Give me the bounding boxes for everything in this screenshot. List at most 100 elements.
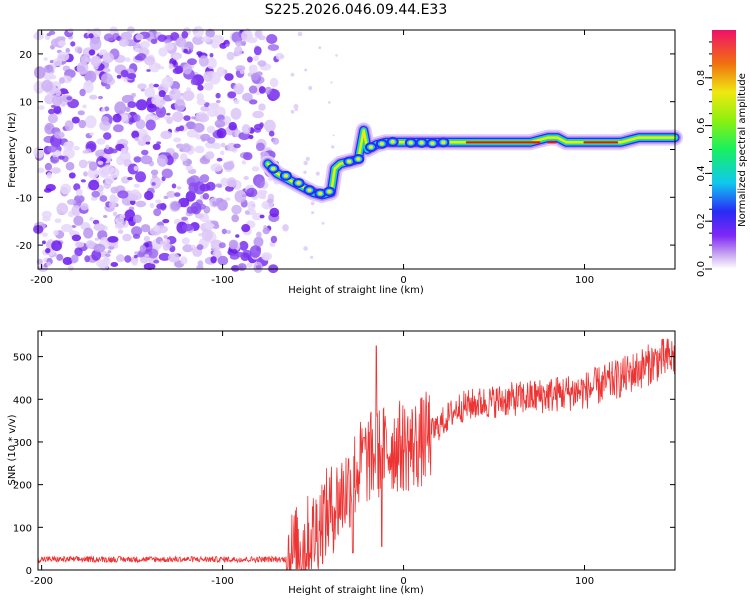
spectrogram-noise-speck bbox=[318, 46, 322, 50]
spectrogram-noise-blob bbox=[264, 119, 276, 133]
spectrogram-noise-blob bbox=[158, 102, 164, 109]
snr-panel: -200 -100 0 100 0 100 200 300 400 500 Height of s… bbox=[7, 330, 676, 596]
spectrogram-noise-blob bbox=[88, 33, 94, 39]
spectrogram-noise-blob bbox=[220, 150, 225, 156]
spectrogram-noise-blob bbox=[153, 224, 160, 232]
spectrogram-noise-blob bbox=[192, 28, 199, 34]
spectrogram-noise-blob bbox=[180, 153, 188, 162]
spectrogram-noise-blob bbox=[43, 57, 48, 61]
spectrogram-noise-blob bbox=[215, 92, 221, 99]
spectrogram-noise-speck bbox=[310, 255, 314, 259]
spectrogram-noise-blob bbox=[187, 58, 197, 66]
spectrogram-noise-blob bbox=[76, 188, 83, 197]
spectrogram-noise-blob bbox=[240, 40, 247, 46]
spectrogram-noise-blob bbox=[227, 91, 237, 99]
spectrogram-noise-speck bbox=[303, 246, 308, 251]
spectrogram-noise-blob bbox=[167, 253, 180, 263]
spectrogram-noise-blob bbox=[164, 42, 175, 51]
spectrogram-noise-blob bbox=[158, 47, 168, 57]
snr-y-axis-label: SNR (10 * v/v) bbox=[7, 414, 18, 485]
spectrogram-noise-blob bbox=[160, 130, 172, 140]
spectrogram-noise-blob bbox=[235, 234, 240, 238]
snr-y-tick-label: 300 bbox=[13, 438, 32, 449]
spectrogram-noise-blob bbox=[153, 208, 162, 217]
spectrogram-noise-blob bbox=[208, 222, 213, 227]
spectrogram-ridge-blob-core bbox=[430, 141, 435, 146]
spectrogram-noise-blob bbox=[107, 236, 119, 243]
spectrogram-noise-speck bbox=[303, 160, 309, 166]
spectrogram-noise-blob bbox=[112, 113, 122, 123]
spectrogram-noise-blob bbox=[249, 99, 258, 105]
spectrogram-noise-blob bbox=[206, 125, 216, 134]
spectrogram-noise-blob bbox=[96, 259, 107, 268]
spectrogram-noise-speck bbox=[294, 107, 299, 111]
snr-y-tick-label: 500 bbox=[13, 353, 32, 364]
colorbar-tick-label: 0.8 bbox=[696, 70, 707, 86]
spectrogram-noise-blob bbox=[190, 244, 196, 249]
spectrogram-noise-blob bbox=[103, 33, 115, 42]
spectrogram-noise-blob bbox=[74, 247, 83, 257]
spectrogram-noise-blob bbox=[155, 105, 167, 118]
spectrogram-noise-speck bbox=[304, 68, 308, 72]
spectrogram-noise-blob bbox=[127, 176, 133, 181]
spectrogram-noise-blob bbox=[44, 64, 54, 73]
spectrogram-noise-blob bbox=[47, 145, 57, 153]
spectrogram-noise-blob bbox=[210, 239, 223, 251]
spectrogram-noise-blob bbox=[64, 120, 74, 132]
spectrogram-noise-blob bbox=[168, 63, 174, 70]
spectrogram-noise-blob bbox=[228, 239, 238, 250]
spectrogram-noise-blob bbox=[95, 152, 100, 157]
spectrogram-noise-blob bbox=[133, 156, 142, 163]
spectrogram-noise-blob bbox=[196, 98, 206, 106]
snr-frame bbox=[37, 330, 676, 571]
spectrogram-noise-blob bbox=[129, 117, 135, 123]
spectrogram-noise-blob bbox=[224, 43, 230, 47]
spectrogram-noise-blob bbox=[82, 150, 89, 154]
spectrogram-noise-blob bbox=[121, 147, 127, 154]
spectrogram-noise-blob bbox=[248, 64, 258, 74]
spectrogram-noise-blob bbox=[150, 38, 158, 45]
spectrogram-noise-blob bbox=[170, 201, 181, 211]
spectrogram-noise-blob bbox=[65, 161, 75, 171]
spectrogram-noise-blob bbox=[172, 152, 179, 160]
spectrogram-noise-blob bbox=[259, 214, 265, 219]
spectrogram-noise-blob bbox=[216, 157, 223, 162]
spectrogram-noise-blob bbox=[235, 251, 244, 258]
spectrogram-noise-speck bbox=[303, 170, 307, 174]
spectrogram-noise-blob bbox=[62, 257, 73, 265]
spectrogram-noise-blob bbox=[195, 212, 204, 219]
spectrogram-noise-blob bbox=[101, 116, 109, 124]
spectrogram-noise-blob bbox=[135, 99, 148, 111]
spectrogram-noise-blob bbox=[282, 224, 289, 232]
spectrogram-ridge-blob-core bbox=[419, 141, 424, 145]
spectrogram-y-tick-label: 10 bbox=[19, 98, 32, 109]
spectrogram-noise-blob bbox=[199, 174, 210, 183]
spectrogram-noise-blob bbox=[172, 67, 183, 75]
spectrogram-noise-speck bbox=[310, 201, 315, 206]
spectrogram-noise-blob bbox=[105, 253, 111, 257]
spectrogram-noise-blob bbox=[192, 35, 204, 45]
spectrogram-noise-blob bbox=[133, 165, 139, 171]
spectrogram-noise-blob bbox=[45, 248, 51, 254]
spectrogram-noise-blob bbox=[262, 227, 270, 235]
spectrogram-noise-blob bbox=[88, 161, 98, 171]
spectrogram-ridge-blob-core bbox=[307, 188, 312, 192]
spectrogram-noise-blob bbox=[42, 232, 48, 237]
spectrogram-x-tick-label: -100 bbox=[211, 275, 234, 286]
spectrogram-noise-blob bbox=[89, 94, 98, 100]
spectrogram-noise-blob bbox=[70, 41, 76, 47]
spectrogram-y-tick-label: -10 bbox=[16, 193, 32, 204]
spectrogram-noise-blob bbox=[196, 244, 204, 251]
spectrogram-noise-blob bbox=[199, 183, 211, 192]
spectrogram-noise-blob bbox=[219, 42, 227, 49]
spectrogram-noise-blob bbox=[53, 58, 62, 67]
spectrogram-noise-blob bbox=[102, 67, 111, 73]
spectrogram-noise-blob bbox=[58, 155, 65, 160]
spectrogram-noise-blob bbox=[178, 197, 190, 208]
spectrogram-noise-blob bbox=[209, 53, 214, 58]
spectrogram-noise-blob bbox=[182, 162, 188, 166]
spectrogram-noise-blob bbox=[61, 104, 66, 107]
spectrogram-noise-blob bbox=[247, 56, 253, 63]
spectrogram-noise-blob bbox=[143, 262, 156, 270]
spectrogram-noise-blob bbox=[255, 142, 265, 152]
